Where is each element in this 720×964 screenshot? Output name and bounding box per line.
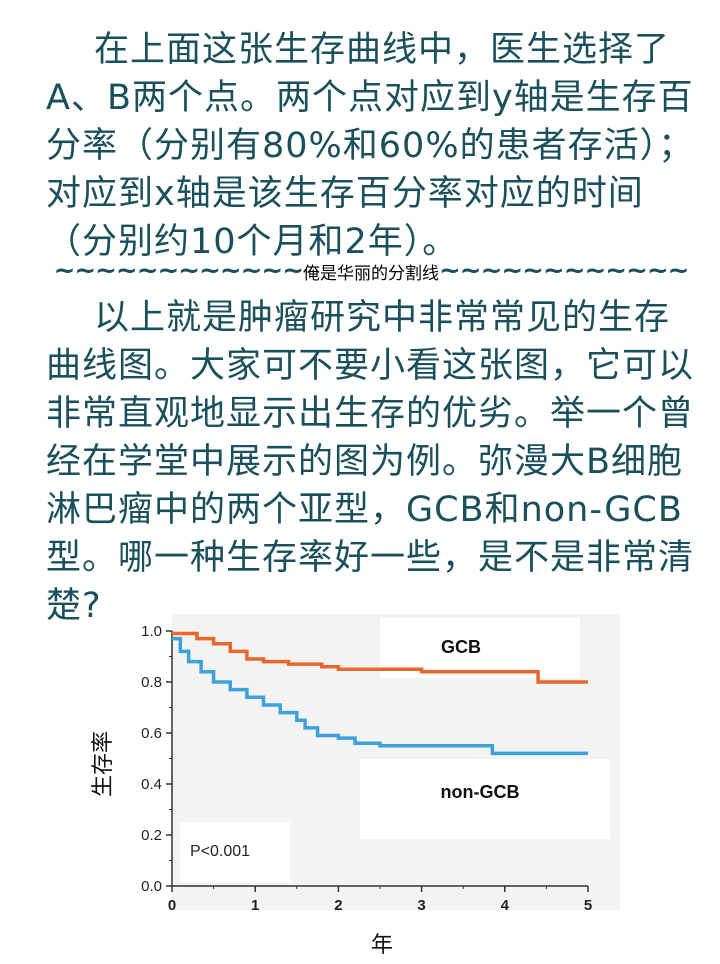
- paragraph-lymphoma-example: 以上就是肿瘤研究中非常常见的生存曲线图。大家可不要小看这张图，它可以非常直观地显…: [46, 294, 696, 630]
- x-tick-label: 5: [584, 897, 592, 914]
- y-tick-label: 0.8: [141, 674, 162, 691]
- legend-box-non-gcb: [360, 759, 610, 839]
- decorative-divider: ~~~~~~~~~~~~俺是华丽的分割线~~~~~~~~~~~~: [46, 256, 696, 286]
- x-tick-label: 3: [417, 897, 425, 914]
- x-tick-label: 0: [168, 897, 176, 914]
- x-tick-label: 2: [334, 897, 342, 914]
- survival-chart-svg: 0.0 0.2 0.4 0.6 0.8 1.0 0 1 2 3 4 5 GCB non-GCB P<0…: [90, 614, 620, 957]
- p-value-annotation: P<0.001: [190, 843, 250, 860]
- paragraph-1-text: 在上面这张生存曲线中，医生选择了A、B两个点。两个点对应到y轴是生存百分率（分别…: [46, 30, 695, 262]
- annotation-box: [180, 822, 290, 882]
- x-tick-label: 1: [251, 897, 259, 914]
- divider-tilde-left: ~~~~~~~~~~~~: [53, 256, 304, 286]
- y-tick-label: 1.0: [141, 623, 162, 640]
- y-tick-label: 0.0: [141, 878, 162, 895]
- non-gcb-survival-line: [172, 636, 588, 756]
- x-tick-label: 4: [501, 897, 510, 914]
- y-tick-label: 0.6: [141, 725, 162, 742]
- divider-tilde-right: ~~~~~~~~~~~~: [439, 256, 689, 286]
- survival-chart: 0.0 0.2 0.4 0.6 0.8 1.0 0 1 2 3 4 5 GCB non-GCB P<0…: [80, 614, 640, 960]
- y-tick-label: 0.4: [141, 776, 162, 793]
- gcb-survival-line: [172, 631, 588, 684]
- divider-label: 俺是华丽的分割线: [303, 264, 439, 284]
- y-axis-label: 生存率: [90, 731, 115, 797]
- paragraph-2-text: 以上就是肿瘤研究中非常常见的生存曲线图。大家可不要小看这张图，它可以非常直观地显…: [46, 298, 695, 626]
- series-label-non-gcb: non-GCB: [441, 782, 520, 802]
- chart-series: [172, 631, 588, 756]
- y-tick-label: 0.2: [141, 827, 162, 844]
- chart-axes: 0.0 0.2 0.4 0.6 0.8 1.0 0 1 2 3 4 5: [141, 623, 592, 914]
- series-label-gcb: GCB: [441, 637, 481, 657]
- x-axis-label: 年: [371, 932, 393, 957]
- paragraph-survival-curve-explanation: 在上面这张生存曲线中，医生选择了A、B两个点。两个点对应到y轴是生存百分率（分别…: [46, 26, 696, 266]
